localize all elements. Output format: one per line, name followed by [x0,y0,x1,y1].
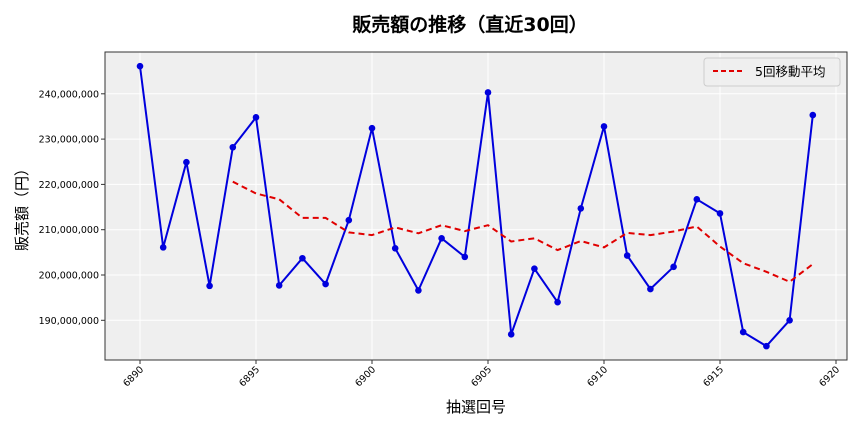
x-tick-label: 6915 [701,364,726,389]
data-point-marker [299,254,306,262]
y-tick-label: 230,000,000 [39,135,99,146]
x-tick-label: 6920 [817,364,842,389]
data-point-marker [531,265,538,272]
sales-line [139,66,814,348]
chart-title: 販売額の推移（直近30回） [352,13,587,36]
data-point-marker [809,111,817,119]
data-point-marker [368,124,376,132]
data-point-marker [438,235,445,242]
x-tick-label: 6890 [121,364,146,389]
series-layer [136,62,817,350]
legend-label-moving-average: 5回移動平均 [755,64,825,79]
y-tick-label: 240,000,000 [39,89,99,100]
data-point-marker [391,244,399,252]
data-point-marker [206,282,213,290]
data-point-marker [577,205,585,212]
data-point-marker [484,89,492,96]
data-point-marker [763,342,770,350]
data-point-marker [716,210,724,217]
y-tick-label: 190,000,000 [39,316,99,327]
x-tick-label: 6900 [353,364,378,389]
moving-average-line [232,180,814,283]
y-tick-label: 200,000,000 [39,271,99,282]
data-point-marker [136,62,144,70]
data-point-marker [159,244,167,251]
y-tick-label: 220,000,000 [39,180,99,191]
data-point-marker [322,280,329,288]
data-point-marker [229,143,237,151]
x-axis-label: 抽選回号 [446,398,506,416]
data-point-marker [600,123,608,130]
data-point-marker [415,287,422,294]
data-point-marker [647,285,654,293]
data-point-marker [693,196,701,203]
data-point-marker [786,317,793,324]
axes-frame [104,51,848,361]
data-point-marker [461,253,469,261]
data-point-marker [345,216,353,224]
x-tick-label: 6895 [237,364,262,389]
data-point-marker [183,158,190,166]
data-point-marker [507,331,515,338]
y-axis-label: 販売額（円） [13,161,31,251]
x-tick-label: 6905 [469,364,494,389]
data-point-marker [554,298,561,306]
data-point-marker [739,328,747,336]
data-point-marker [670,263,677,271]
data-point-marker [275,282,283,289]
axes [104,51,848,361]
x-tick-label: 6910 [585,364,610,389]
data-point-marker [252,114,260,121]
data-point-marker [623,252,631,259]
plot-area [105,52,847,360]
legend-box [703,57,841,87]
y-tick-label: 210,000,000 [39,225,99,236]
legend: 5回移動平均 [703,57,841,87]
